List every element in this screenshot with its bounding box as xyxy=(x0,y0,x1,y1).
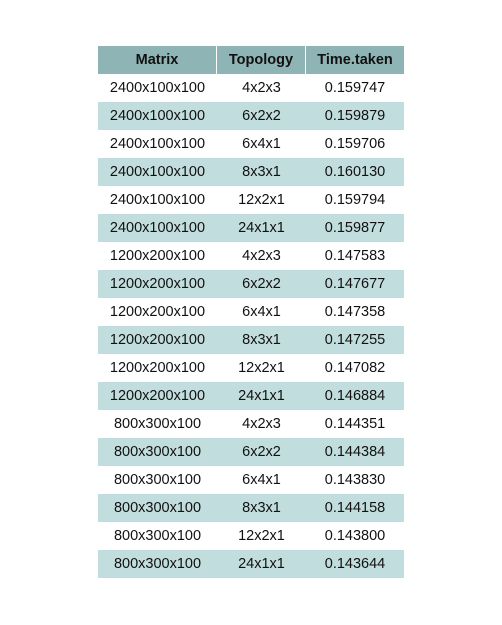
matrix-cell: 2400x100x100 xyxy=(98,186,217,214)
time-taken-cell: 0.147358 xyxy=(306,298,404,326)
table-row: 2400x100x100 24x1x1 0.159877 xyxy=(98,214,404,242)
table-row: 800x300x100 6x2x2 0.144384 xyxy=(98,438,404,466)
time-taken-cell: 0.144158 xyxy=(306,494,404,522)
matrix-cell: 2400x100x100 xyxy=(98,74,217,102)
time-taken-cell: 0.147583 xyxy=(306,242,404,270)
topology-cell: 24x1x1 xyxy=(217,214,306,242)
topology-cell: 4x2x3 xyxy=(217,410,306,438)
time-taken-cell: 0.160130 xyxy=(306,158,404,186)
topology-cell: 12x2x1 xyxy=(217,186,306,214)
topology-cell: 12x2x1 xyxy=(217,354,306,382)
table-row: 1200x200x100 6x4x1 0.147358 xyxy=(98,298,404,326)
topology-cell: 8x3x1 xyxy=(217,158,306,186)
time-taken-cell: 0.146884 xyxy=(306,382,404,410)
topology-cell: 8x3x1 xyxy=(217,326,306,354)
time-taken-cell: 0.144351 xyxy=(306,410,404,438)
topology-cell: 4x2x3 xyxy=(217,74,306,102)
table-row: 800x300x100 12x2x1 0.143800 xyxy=(98,522,404,550)
table-row: 2400x100x100 12x2x1 0.159794 xyxy=(98,186,404,214)
matrix-cell: 1200x200x100 xyxy=(98,326,217,354)
time-taken-cell: 0.159879 xyxy=(306,102,404,130)
column-header-topology: Topology xyxy=(217,46,306,74)
topology-cell: 4x2x3 xyxy=(217,242,306,270)
matrix-cell: 1200x200x100 xyxy=(98,382,217,410)
table-body: 2400x100x100 4x2x3 0.159747 2400x100x100 6x2… xyxy=(98,74,404,578)
topology-cell: 12x2x1 xyxy=(217,522,306,550)
matrix-cell: 800x300x100 xyxy=(98,466,217,494)
matrix-cell: 2400x100x100 xyxy=(98,130,217,158)
table-row: 1200x200x100 8x3x1 0.147255 xyxy=(98,326,404,354)
table-header: Matrix Topology Time.taken xyxy=(98,46,404,74)
time-taken-cell: 0.143644 xyxy=(306,550,404,578)
topology-cell: 6x4x1 xyxy=(217,130,306,158)
table-row: 1200x200x100 12x2x1 0.147082 xyxy=(98,354,404,382)
topology-cell: 6x2x2 xyxy=(217,102,306,130)
table-row: 1200x200x100 24x1x1 0.146884 xyxy=(98,382,404,410)
header-row: Matrix Topology Time.taken xyxy=(98,46,404,74)
column-header-matrix: Matrix xyxy=(98,46,217,74)
time-taken-cell: 0.147082 xyxy=(306,354,404,382)
table-row: 800x300x100 6x4x1 0.143830 xyxy=(98,466,404,494)
table-row: 2400x100x100 6x4x1 0.159706 xyxy=(98,130,404,158)
matrix-cell: 800x300x100 xyxy=(98,550,217,578)
topology-cell: 6x4x1 xyxy=(217,298,306,326)
time-taken-cell: 0.159706 xyxy=(306,130,404,158)
time-taken-cell: 0.143830 xyxy=(306,466,404,494)
matrix-cell: 1200x200x100 xyxy=(98,298,217,326)
time-taken-cell: 0.144384 xyxy=(306,438,404,466)
table-row: 1200x200x100 4x2x3 0.147583 xyxy=(98,242,404,270)
table-row: 2400x100x100 6x2x2 0.159879 xyxy=(98,102,404,130)
matrix-cell: 800x300x100 xyxy=(98,410,217,438)
topology-cell: 6x2x2 xyxy=(217,270,306,298)
topology-cell: 24x1x1 xyxy=(217,550,306,578)
matrix-cell: 800x300x100 xyxy=(98,438,217,466)
matrix-cell: 800x300x100 xyxy=(98,494,217,522)
table-row: 2400x100x100 8x3x1 0.160130 xyxy=(98,158,404,186)
matrix-cell: 1200x200x100 xyxy=(98,270,217,298)
time-taken-cell: 0.147255 xyxy=(306,326,404,354)
topology-cell: 6x4x1 xyxy=(217,466,306,494)
time-taken-cell: 0.159747 xyxy=(306,74,404,102)
matrix-cell: 1200x200x100 xyxy=(98,354,217,382)
column-header-time-taken: Time.taken xyxy=(306,46,404,74)
matrix-cell: 800x300x100 xyxy=(98,522,217,550)
topology-cell: 6x2x2 xyxy=(217,438,306,466)
table-row: 800x300x100 4x2x3 0.144351 xyxy=(98,410,404,438)
topology-cell: 24x1x1 xyxy=(217,382,306,410)
time-taken-cell: 0.143800 xyxy=(306,522,404,550)
time-taken-cell: 0.159794 xyxy=(306,186,404,214)
time-taken-cell: 0.159877 xyxy=(306,214,404,242)
matrix-cell: 2400x100x100 xyxy=(98,158,217,186)
table-row: 800x300x100 24x1x1 0.143644 xyxy=(98,550,404,578)
matrix-cell: 1200x200x100 xyxy=(98,242,217,270)
table-row: 1200x200x100 6x2x2 0.147677 xyxy=(98,270,404,298)
time-taken-cell: 0.147677 xyxy=(306,270,404,298)
table-row: 2400x100x100 4x2x3 0.159747 xyxy=(98,74,404,102)
matrix-cell: 2400x100x100 xyxy=(98,102,217,130)
table-row: 800x300x100 8x3x1 0.144158 xyxy=(98,494,404,522)
results-table: Matrix Topology Time.taken 2400x100x100 4… xyxy=(98,46,404,578)
matrix-cell: 2400x100x100 xyxy=(98,214,217,242)
topology-cell: 8x3x1 xyxy=(217,494,306,522)
